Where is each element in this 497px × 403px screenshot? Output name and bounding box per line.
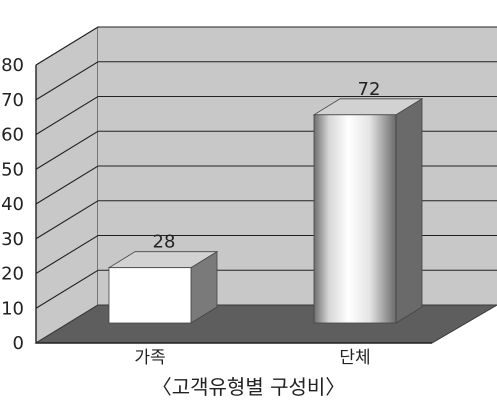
y-tick-label: 70 [1,90,24,111]
y-tick-label: 60 [1,125,24,146]
y-tick-label: 40 [1,194,24,215]
gridline [35,95,497,135]
y-tick-label: 20 [1,264,24,285]
gridline [35,61,497,101]
value-label: 72 [358,79,381,100]
y-tick-label: 30 [1,229,24,250]
category-label: 단체 [339,348,370,368]
gridline [35,26,497,66]
y-tick-label: 80 [1,55,24,76]
value-label: 28 [153,232,176,253]
bar [313,114,397,324]
bar-side [395,98,423,324]
y-tick-label: 10 [1,298,24,319]
category-label: 가족 [134,348,165,368]
chart-floor [34,304,497,344]
y-tick-label: 0 [13,333,24,354]
chart-caption: 〈고객유형별 구성비〉 [151,375,346,399]
bar [108,267,192,324]
y-tick-label: 50 [1,159,24,180]
